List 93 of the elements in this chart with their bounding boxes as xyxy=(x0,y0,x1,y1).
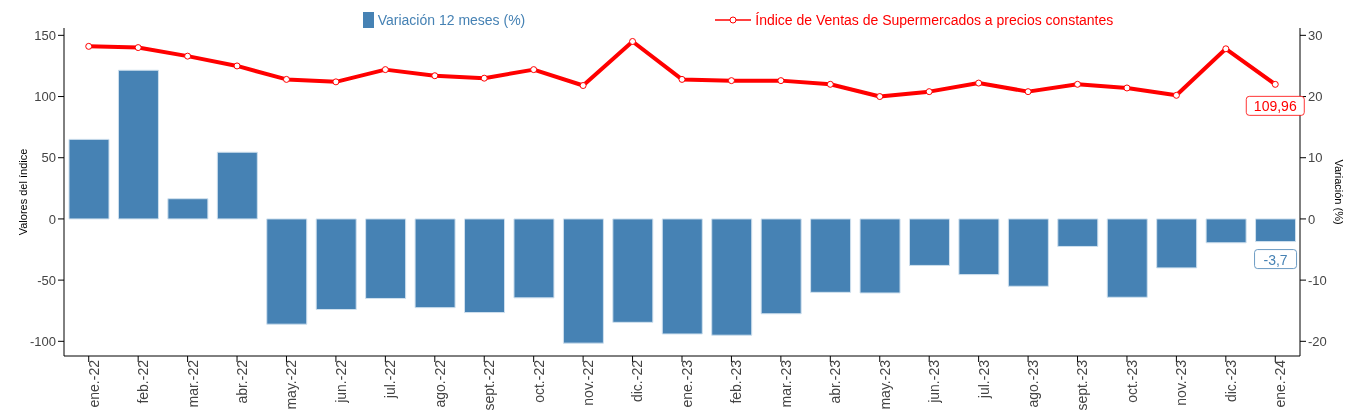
point xyxy=(85,42,93,50)
point xyxy=(332,78,340,86)
bar xyxy=(612,218,654,323)
point xyxy=(579,82,587,90)
bar xyxy=(315,218,357,310)
y-tick-label: 50 xyxy=(41,150,56,166)
y-tick-label: 100 xyxy=(34,89,56,105)
x-tick-label: dic.-22 xyxy=(629,359,646,403)
y2-tick-label: -10 xyxy=(1308,272,1327,288)
point xyxy=(876,93,884,101)
bar xyxy=(661,218,703,335)
bar xyxy=(167,198,209,220)
point xyxy=(1172,91,1180,99)
x-tick-label: sept.-22 xyxy=(481,359,498,411)
bar xyxy=(760,218,802,315)
point xyxy=(1024,88,1032,96)
x-tick-label: feb.-22 xyxy=(135,359,152,404)
point xyxy=(184,52,192,60)
x-tick-label: sept.-23 xyxy=(1074,359,1091,411)
bar xyxy=(68,138,110,220)
point xyxy=(1271,80,1279,88)
point xyxy=(777,77,785,85)
bar xyxy=(1156,218,1198,269)
bar xyxy=(1255,218,1297,243)
x-tick-label: mar.-23 xyxy=(777,359,794,408)
y-tick-label: 0 xyxy=(48,211,56,227)
point xyxy=(975,79,983,87)
point xyxy=(1222,45,1230,53)
y2-tick-label: 30 xyxy=(1308,27,1323,43)
point xyxy=(678,75,686,83)
data-label: 109,96 xyxy=(1253,98,1297,115)
x-tick-label: ene.-22 xyxy=(85,359,102,408)
point xyxy=(1123,84,1131,92)
x-tick-label: abr.-23 xyxy=(827,359,844,404)
point xyxy=(629,37,637,45)
y-tick-label: -100 xyxy=(29,333,56,349)
x-tick-label: ene.-24 xyxy=(1272,359,1289,408)
point xyxy=(431,72,439,80)
x-tick-label: jun.-23 xyxy=(926,359,943,404)
bar xyxy=(365,218,407,299)
bar xyxy=(908,218,950,266)
bar xyxy=(1007,218,1049,287)
y-tick-label: 150 xyxy=(34,27,56,43)
x-tick-label: mar.-22 xyxy=(184,359,201,408)
point xyxy=(282,75,290,83)
point xyxy=(727,77,735,85)
bar xyxy=(513,218,555,299)
bar xyxy=(859,218,901,294)
y-tick-label: -50 xyxy=(37,272,56,288)
bar xyxy=(414,218,456,309)
point xyxy=(530,66,538,74)
x-tick-label: jun.-22 xyxy=(332,359,349,404)
x-tick-label: ago.-23 xyxy=(1025,359,1042,408)
y2-tick-label: 20 xyxy=(1308,89,1323,105)
bar xyxy=(1205,218,1247,244)
x-tick-label: oct.-22 xyxy=(530,359,547,403)
x-tick-label: nov.-22 xyxy=(580,359,597,406)
point xyxy=(233,62,241,70)
y2-tick-label: 0 xyxy=(1308,211,1316,227)
point xyxy=(826,80,834,88)
data-label: -3,7 xyxy=(1263,251,1288,268)
x-tick-label: ago.-22 xyxy=(431,359,448,408)
x-tick-label: jul.-23 xyxy=(975,359,992,400)
y2-tick-label: -20 xyxy=(1308,333,1327,349)
x-tick-label: dic.-23 xyxy=(1222,359,1239,403)
bar xyxy=(810,218,852,293)
x-tick-label: nov.-23 xyxy=(1173,359,1190,406)
bar xyxy=(1057,218,1099,247)
bar xyxy=(958,218,1000,276)
bar xyxy=(266,218,308,325)
point xyxy=(925,88,933,96)
bar xyxy=(216,151,258,220)
bar xyxy=(464,218,506,314)
bar xyxy=(1106,218,1148,298)
point xyxy=(381,66,389,74)
x-tick-label: abr.-22 xyxy=(233,359,250,404)
x-tick-label: may.-22 xyxy=(283,359,300,410)
y2-tick-label: 10 xyxy=(1308,150,1323,166)
x-tick-label: feb.-23 xyxy=(728,359,745,404)
bar xyxy=(711,218,753,336)
bar xyxy=(117,69,159,220)
x-tick-label: ene.-23 xyxy=(678,359,695,408)
y2-axis-title: Variación (%) xyxy=(1333,159,1346,225)
y-axis-title: Valores del índice xyxy=(16,148,29,236)
x-tick-label: jul.-22 xyxy=(382,359,399,400)
legend-label: Variación 12 meses (%) xyxy=(376,12,526,28)
point xyxy=(480,74,488,82)
legend-label: Índice de Ventas de Supermercados a precios constantes xyxy=(754,12,1114,28)
x-tick-label: may.-23 xyxy=(876,359,893,410)
bar xyxy=(562,218,604,344)
x-tick-label: oct.-23 xyxy=(1123,359,1140,403)
point xyxy=(134,44,142,52)
point xyxy=(1074,80,1082,88)
